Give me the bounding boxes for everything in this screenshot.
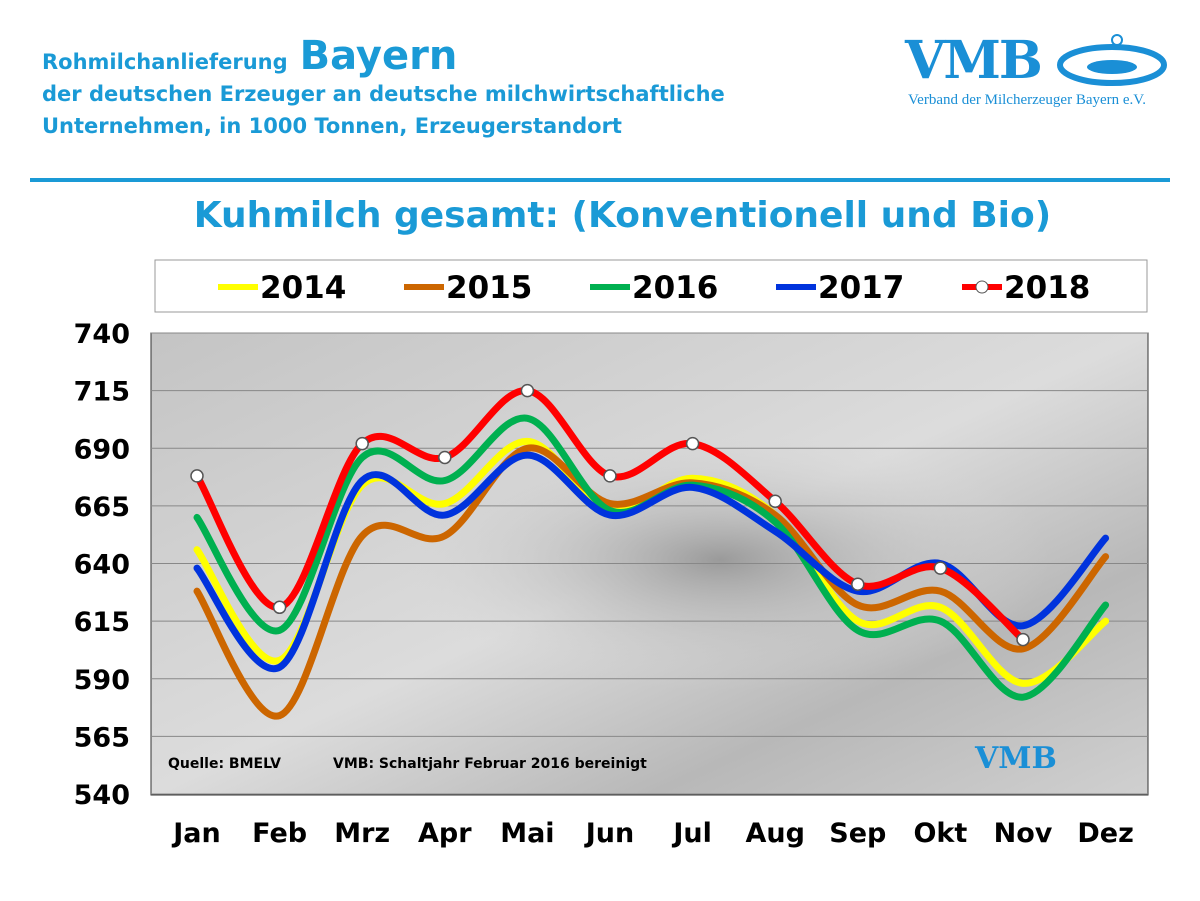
legend-label-2015: 2015 xyxy=(446,270,532,306)
logo-subtitle: Verband der Milcherzeuger Bayern e.V. xyxy=(908,92,1146,108)
chart-title: Kuhmilch gesamt: (Konventionell und Bio) xyxy=(193,195,1052,236)
header-region: Bayern xyxy=(299,33,458,79)
x-tick-label: Dez xyxy=(1077,818,1133,849)
y-tick-label: 740 xyxy=(74,319,130,350)
y-tick-label: 615 xyxy=(74,607,130,638)
y-tick-label: 540 xyxy=(74,780,130,811)
x-tick-label: Mai xyxy=(500,818,554,849)
watermark-logo: VMB xyxy=(974,741,1057,776)
x-tick-label: Sep xyxy=(829,818,886,849)
header-line3: Unternehmen, in 1000 Tonnen, Erzeugersta… xyxy=(42,114,622,138)
header-line1: Rohmilchanlieferung xyxy=(42,50,288,74)
legend-label-2017: 2017 xyxy=(818,270,904,306)
data-point-2018 xyxy=(851,577,865,591)
source-note: Quelle: BMELV xyxy=(168,756,281,772)
series-line-2018 xyxy=(193,387,1027,644)
y-tick-label: 715 xyxy=(74,377,130,408)
data-point-2018 xyxy=(190,469,204,483)
x-tick-label: Aug xyxy=(745,818,804,849)
series-line-2015 xyxy=(193,444,1110,720)
legend-label-2014: 2014 xyxy=(260,270,346,306)
data-point-2018 xyxy=(768,494,782,509)
leap-year-note: VMB: Schaltjahr Februar 2016 bereinigt xyxy=(333,756,647,772)
x-tick-label: Okt xyxy=(913,818,967,849)
legend-label-2018: 2018 xyxy=(1004,270,1090,306)
x-tick-label: Mrz xyxy=(334,818,390,849)
y-tick-label: 665 xyxy=(74,492,130,523)
series-line-2017 xyxy=(193,451,1110,673)
x-tick-label: Jul xyxy=(671,818,712,849)
data-point-2018 xyxy=(685,436,700,451)
divider xyxy=(30,178,1170,182)
y-tick-label: 565 xyxy=(74,722,130,753)
legend-label-2016: 2016 xyxy=(632,270,718,306)
data-point-2018 xyxy=(438,450,452,465)
logo-text: VMB xyxy=(905,30,1043,91)
data-point-2018 xyxy=(933,561,948,575)
x-tick-label: Jan xyxy=(171,818,221,849)
header: Rohmilchanlieferung Bayern der deutschen … xyxy=(42,36,725,142)
x-tick-label: Feb xyxy=(252,818,307,849)
data-point-2018 xyxy=(520,383,535,398)
x-tick-label: Nov xyxy=(994,818,1053,849)
y-tick-label: 640 xyxy=(74,550,130,581)
data-point-2018 xyxy=(355,436,369,451)
header-line2: der deutschen Erzeuger an deutsche milch… xyxy=(42,82,725,106)
legend-marker xyxy=(975,280,989,294)
y-tick-label: 590 xyxy=(74,665,130,696)
vmb-logo: VMB Verband der Milcherzeuger Bayern e.V… xyxy=(905,30,1175,110)
x-tick-label: Apr xyxy=(418,818,472,849)
y-tick-label: 690 xyxy=(74,434,130,465)
x-tick-label: Jun xyxy=(584,818,635,849)
logo-swirl-icon xyxy=(1057,34,1167,86)
data-point-2018 xyxy=(1016,632,1030,647)
data-point-2018 xyxy=(603,469,617,483)
data-point-2018 xyxy=(272,600,287,615)
